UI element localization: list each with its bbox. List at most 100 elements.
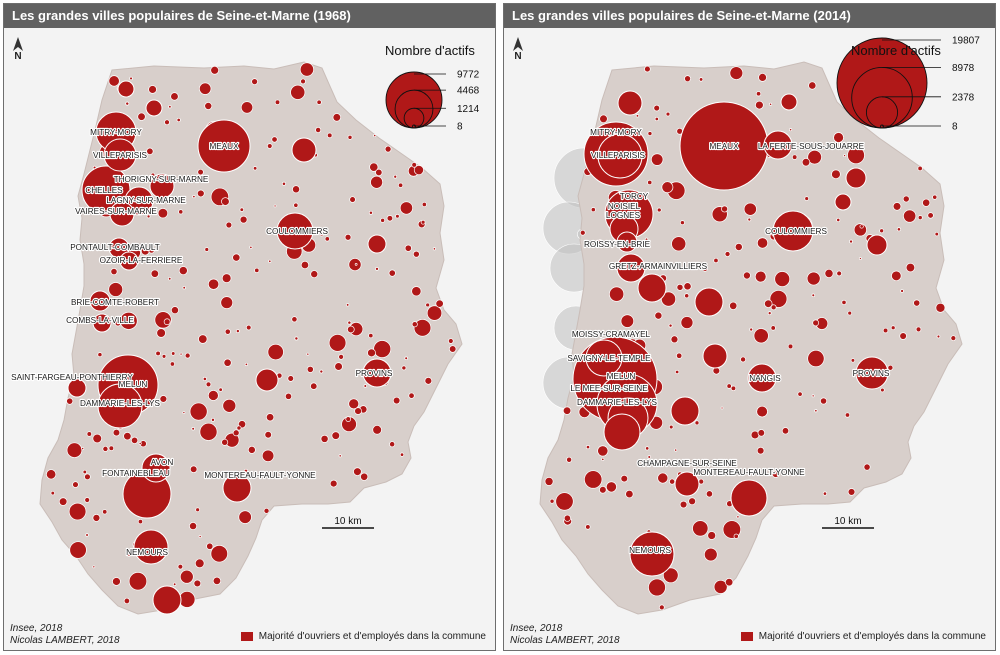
commune-circle — [353, 467, 362, 476]
commune-circle-major — [674, 471, 700, 497]
commune-circle — [156, 328, 166, 338]
commune-circle — [163, 318, 171, 326]
commune-circle — [168, 105, 172, 109]
commune-circle — [123, 597, 131, 605]
commune-circle — [189, 402, 208, 421]
north-arrow: N — [511, 37, 525, 62]
commune-circle — [306, 365, 314, 373]
commune-circle — [97, 352, 103, 358]
commune-circle — [413, 319, 432, 337]
commune-circle — [661, 261, 666, 266]
commune-circle — [562, 406, 572, 415]
commune-circle-major — [152, 585, 182, 615]
commune-circle — [179, 352, 183, 356]
commune-circle — [729, 66, 744, 80]
commune-circle — [232, 429, 240, 437]
city-label: MITRY-MORY — [90, 128, 142, 137]
commune-circle-major — [670, 396, 700, 426]
commune-circle — [917, 215, 923, 221]
city-label: NEMOURS — [629, 546, 671, 555]
commune-circle-major — [141, 453, 171, 483]
commune-circle — [936, 334, 941, 339]
choropleth-map: MITRY-MORY MEAUX LA FERTE-SOUS-JOUARRE VILL… — [539, 36, 980, 615]
commune-circle — [674, 448, 678, 452]
commune-circle — [620, 314, 635, 328]
city-label: COMBS-LA-VILLE — [66, 316, 134, 325]
commune-circle — [373, 340, 392, 358]
commune-circle-major — [855, 356, 889, 390]
commune-circle — [338, 354, 344, 360]
commune-circle — [749, 327, 754, 332]
commune-circle — [137, 518, 144, 525]
commune-circle — [129, 76, 133, 81]
commune-circle — [372, 425, 382, 435]
commune-circle — [380, 217, 386, 223]
commune-circle — [662, 567, 679, 584]
category-legend-label: Majorité d'ouvriers et d'employés dans l… — [258, 631, 486, 642]
commune-circle — [922, 198, 931, 207]
commune-circle-major — [92, 313, 112, 333]
commune-circle — [597, 445, 609, 457]
credit-source: Insee, 2018 — [10, 623, 63, 634]
commune-circle — [683, 282, 692, 291]
commune-circle — [724, 577, 734, 587]
commune-circle — [210, 65, 219, 75]
commune-circle — [332, 113, 342, 122]
north-label: N — [14, 51, 22, 62]
commune-circle — [349, 196, 356, 203]
city-label: LA FERTE-SOUS-JOUARRE — [758, 142, 865, 151]
commune-circle — [668, 424, 674, 430]
commune-circle — [896, 227, 901, 232]
legend-title: Nombre d'actifs — [851, 43, 941, 58]
commune-circle — [239, 207, 244, 212]
commune-circle — [747, 217, 752, 222]
commune-circle-major — [597, 133, 643, 179]
commune-circle — [150, 172, 156, 178]
commune-circle — [684, 75, 691, 83]
commune-circle — [404, 244, 412, 252]
commune-circle — [293, 202, 299, 208]
commune-circle — [123, 432, 132, 441]
city-label: PROVINS — [853, 369, 890, 378]
map-panel-2014: Les grandes villes populaires de Seine-e… — [503, 3, 996, 651]
commune-circle — [411, 162, 417, 168]
commune-circle — [176, 117, 181, 123]
city-label: MONTEREAU-FAULT-YONNE — [693, 468, 805, 477]
commune-circle — [833, 132, 844, 143]
commune-circle-major — [133, 529, 169, 565]
legend-circle — [880, 124, 884, 129]
scale-bar: 10 km — [822, 516, 874, 529]
commune-circle — [656, 207, 662, 213]
commune-circle — [408, 392, 415, 399]
commune-circle — [899, 332, 907, 340]
commune-circle — [854, 143, 861, 151]
commune-circle — [659, 604, 665, 611]
commune-circle — [411, 321, 418, 328]
commune-circle — [707, 531, 717, 540]
commune-circle — [863, 463, 871, 471]
scale-label: 10 km — [834, 516, 861, 527]
commune-circle — [319, 369, 324, 374]
commune-circle — [905, 262, 916, 273]
commune-circle — [757, 429, 765, 437]
commune-circle — [170, 306, 179, 315]
commune-circle-major — [616, 231, 638, 253]
map-title: Les grandes villes populaires de Seine-e… — [504, 4, 995, 28]
commune-circle — [671, 236, 687, 252]
scale-bar: 10 km — [322, 516, 374, 529]
commune-circle — [756, 237, 769, 249]
commune-circle — [849, 239, 853, 244]
commune-circle — [620, 474, 629, 483]
commune-circle — [807, 149, 822, 165]
commune-circle — [644, 65, 651, 73]
category-legend: Majorité d'ouvriers et d'employés dans l… — [740, 631, 986, 642]
commune-circle-major — [763, 130, 793, 160]
commune-circle — [395, 213, 400, 219]
commune-circle — [420, 219, 426, 225]
commune-circle — [368, 210, 373, 215]
commune-circle — [155, 350, 161, 357]
commune-circle — [653, 104, 660, 112]
commune-circle — [680, 316, 694, 329]
commune-circle — [721, 205, 728, 213]
commune-circle — [224, 328, 231, 335]
